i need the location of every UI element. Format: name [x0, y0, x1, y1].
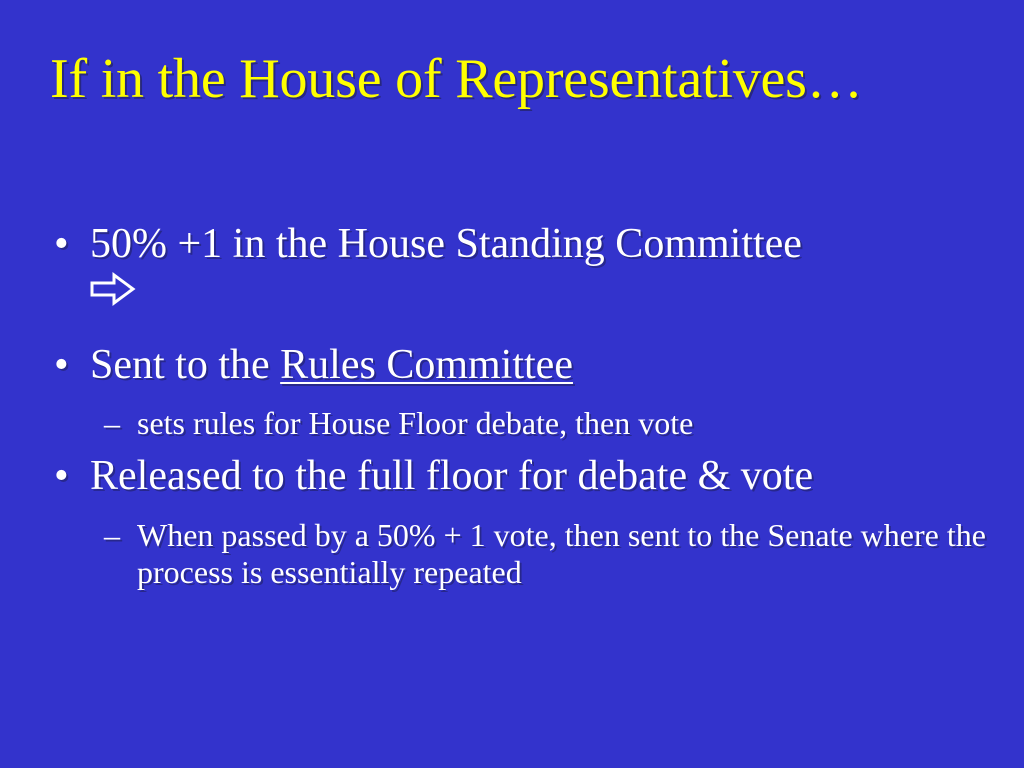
bullet-text-2-prefix: Sent to the	[90, 341, 281, 388]
sub-bullet-item-2: – When passed by a 50% + 1 vote, then se…	[46, 517, 998, 591]
bullet-item-3: • Released to the full floor for debate …	[46, 454, 998, 499]
bullet-marker-icon: •	[54, 221, 69, 267]
bullet-marker-icon: •	[54, 341, 69, 388]
bullet-text-3: Released to the full floor for debate & …	[90, 453, 814, 500]
right-arrow-outline-icon	[90, 271, 136, 306]
sub-bullet-item-1: – sets rules for House Floor debate, the…	[46, 405, 998, 442]
slide-body: • 50% +1 in the House Standing Committee…	[46, 222, 998, 591]
bullet-text-2-underlined: Rules Committee	[280, 341, 573, 388]
bullet-text-1: 50% +1 in the House Standing Committee	[90, 221, 802, 267]
bullet-marker-icon: •	[54, 453, 69, 500]
page-title: If in the House of Representatives…	[50, 48, 863, 110]
bullet-item-1: • 50% +1 in the House Standing Committee	[46, 222, 998, 267]
dash-marker-icon: –	[104, 516, 120, 553]
bullet-item-2: • Sent to the Rules Committee	[46, 341, 998, 388]
sub-bullet-text-1: sets rules for House Floor debate, then …	[137, 405, 694, 442]
bullet-1-continuation	[46, 269, 998, 309]
dash-marker-icon: –	[104, 405, 120, 442]
sub-bullet-text-2: When passed by a 50% + 1 vote, then sent…	[137, 516, 986, 590]
